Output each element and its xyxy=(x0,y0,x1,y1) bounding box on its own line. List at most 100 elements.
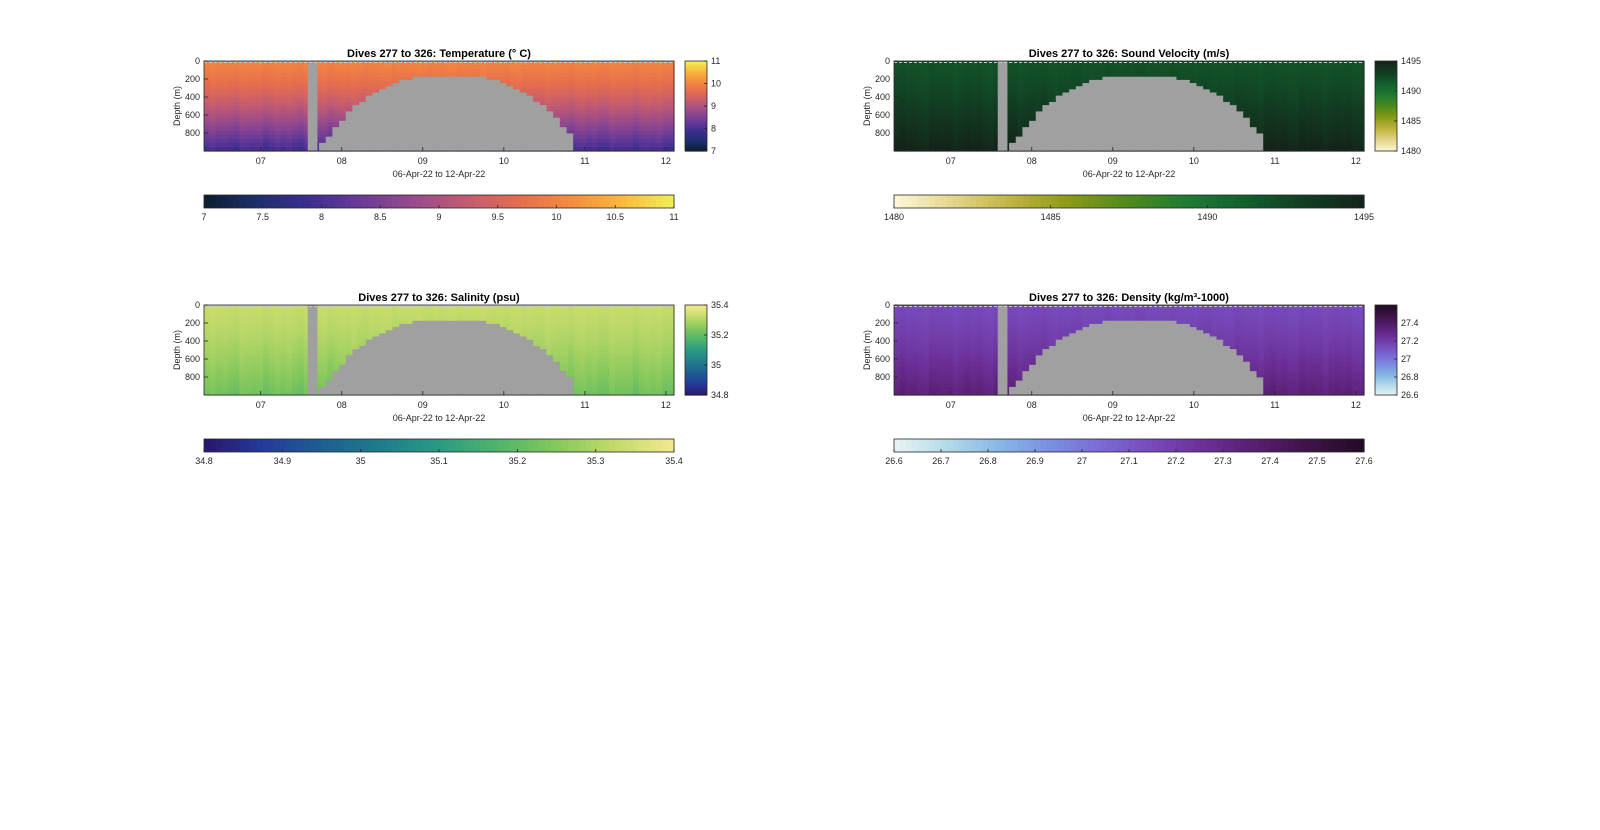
heatmap-cell xyxy=(286,101,293,107)
heatmap-cell xyxy=(1170,73,1177,78)
heatmap-cell xyxy=(245,110,252,115)
heatmap-cell xyxy=(227,313,234,318)
heatmap-cell xyxy=(292,345,299,351)
heatmap-cell xyxy=(894,126,901,132)
heatmap-cell xyxy=(574,81,581,87)
heatmap-cell xyxy=(952,81,960,87)
heatmap-cell xyxy=(1311,93,1318,99)
heatmap-cell xyxy=(544,101,552,107)
heatmap-cell xyxy=(952,134,960,140)
heatmap-cell xyxy=(1322,122,1330,128)
heatmap-cell xyxy=(591,101,599,107)
heatmap-cell xyxy=(1322,65,1330,70)
heatmap-cell xyxy=(480,73,487,78)
heatmap-cell xyxy=(609,65,616,70)
heatmap-cell xyxy=(1270,77,1277,83)
heatmap-cell xyxy=(1187,69,1195,74)
heatmap-cell xyxy=(333,106,340,111)
heatmap-cell xyxy=(917,106,924,111)
heatmap-cell xyxy=(280,134,287,140)
heatmap-cell xyxy=(1234,69,1242,74)
heatmap-cell xyxy=(585,73,593,78)
heatmap-cell xyxy=(580,126,587,132)
bottom-colorbar-segment xyxy=(327,195,334,208)
heatmap-cell xyxy=(941,69,948,74)
x-tick-label: 08 xyxy=(337,156,347,166)
bottom-colorbar-segment xyxy=(456,195,464,208)
heatmap-cell xyxy=(621,81,628,87)
heatmap-cell xyxy=(286,309,293,314)
heatmap-cell xyxy=(591,106,599,111)
heatmap-cell xyxy=(262,333,270,339)
heatmap-cell xyxy=(527,77,534,83)
bottom-colorbar-segment xyxy=(568,195,575,208)
heatmap-cell xyxy=(1164,61,1171,66)
heatmap-cell xyxy=(462,309,469,314)
heatmap-cell xyxy=(215,146,223,152)
heatmap-cell xyxy=(251,321,258,327)
heatmap-cell xyxy=(662,114,669,119)
heatmap-cell xyxy=(345,69,352,74)
heatmap-cell xyxy=(298,146,305,152)
heatmap-cell xyxy=(935,134,942,140)
heatmap-cell xyxy=(1064,89,1071,95)
heatmap-cell xyxy=(1234,81,1242,87)
no-data-region-step xyxy=(1089,79,1097,151)
bottom-colorbar-segment xyxy=(556,195,563,208)
heatmap-cell xyxy=(1246,73,1253,78)
heatmap-cell xyxy=(350,345,358,351)
heatmap-cell xyxy=(298,370,305,376)
heatmap-cell xyxy=(615,110,622,115)
heatmap-cell xyxy=(1011,114,1018,119)
heatmap-cell xyxy=(668,93,675,99)
heatmap-cell xyxy=(970,130,977,136)
heatmap-cell xyxy=(1040,97,1048,103)
no-data-region-step xyxy=(1202,89,1210,151)
heatmap-cell xyxy=(251,329,258,335)
heatmap-cell xyxy=(251,362,258,367)
heatmap-cell xyxy=(1281,126,1289,132)
heatmap-cell xyxy=(993,97,1001,103)
heatmap-cell xyxy=(1246,65,1253,70)
heatmap-cell xyxy=(321,138,328,144)
heatmap-cell xyxy=(1293,85,1300,91)
heatmap-cell xyxy=(292,333,299,339)
heatmap-cell xyxy=(591,118,599,123)
heatmap-cell xyxy=(923,118,930,123)
heatmap-cell xyxy=(1311,77,1318,83)
heatmap-cell xyxy=(1346,93,1353,99)
heatmap-cell xyxy=(1275,142,1283,148)
bottom-colorbar-segment xyxy=(1176,195,1183,208)
heatmap-cell xyxy=(256,354,264,359)
heatmap-cell xyxy=(256,325,264,331)
heatmap-cell xyxy=(964,65,971,70)
heatmap-cell xyxy=(1146,61,1154,66)
heatmap-cell xyxy=(292,313,299,318)
heatmap-cell xyxy=(568,85,575,91)
heatmap-cell xyxy=(1328,85,1336,91)
heatmap-cell xyxy=(1123,65,1130,70)
heatmap-cell xyxy=(303,313,311,318)
heatmap-cell xyxy=(321,69,328,74)
heatmap-cell xyxy=(946,126,954,132)
heatmap-cell xyxy=(356,65,364,70)
bottom-colorbar-segment xyxy=(409,195,417,208)
heatmap-cell xyxy=(1017,69,1024,74)
heatmap-cell xyxy=(638,110,646,115)
heatmap-cell xyxy=(315,305,323,310)
heatmap-cell xyxy=(1275,93,1283,99)
heatmap-cell xyxy=(1217,73,1224,78)
heatmap-cell xyxy=(1305,134,1312,140)
heatmap-cell xyxy=(917,146,924,152)
heatmap-cell xyxy=(1234,106,1242,111)
bottom-colorbar-segment xyxy=(1352,195,1359,208)
heatmap-cell xyxy=(204,73,211,78)
heatmap-cell xyxy=(923,126,930,132)
heatmap-cell xyxy=(286,122,293,128)
heatmap-cell xyxy=(221,101,229,107)
heatmap-cell xyxy=(568,118,575,123)
heatmap-cell xyxy=(1264,110,1271,115)
heatmap-cell xyxy=(952,118,960,123)
heatmap-cell xyxy=(585,77,593,83)
heatmap-cell xyxy=(580,106,587,111)
